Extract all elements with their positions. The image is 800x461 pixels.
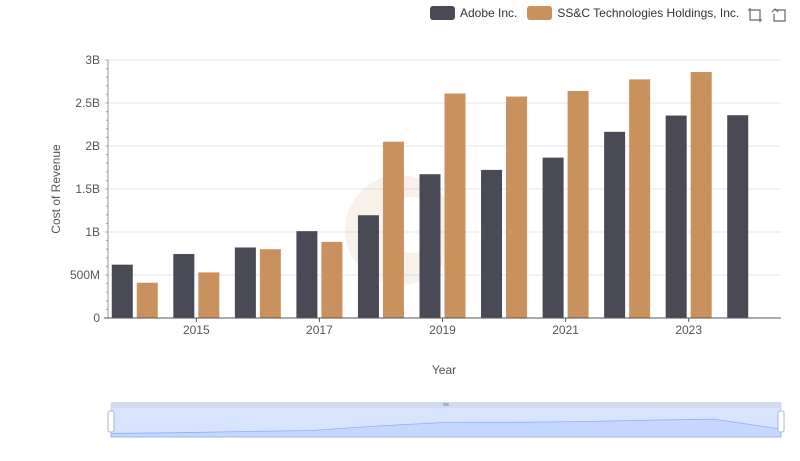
y-tick-label: 500M (70, 268, 100, 282)
bar-ssc-2022[interactable] (629, 79, 651, 318)
x-axis-title: Year (432, 363, 456, 377)
bar-adobe-2020[interactable] (481, 169, 503, 318)
bar-adobe-2017[interactable] (296, 231, 318, 318)
y-tick-label: 0 (93, 311, 100, 325)
y-tick-label: 3B (85, 53, 100, 67)
y-tick-label: 1B (85, 225, 100, 239)
bar-ssc-2023[interactable] (690, 72, 712, 318)
bar-ssc-2019[interactable] (444, 93, 466, 318)
bar-adobe-2014[interactable] (111, 264, 133, 318)
axes-group: 0 500M 1B 1.5B 2B 2.5B 3B 2015 2017 2019 2021 2023 (70, 53, 781, 337)
legend-swatch-ssc (527, 6, 553, 20)
zoom-icon[interactable] (747, 7, 763, 23)
legend-item-ssc[interactable]: SS&C Technologies Holdings, Inc. (527, 6, 739, 20)
legend-item-adobe[interactable]: Adobe Inc. (430, 6, 517, 20)
bar-adobe-2015[interactable] (173, 254, 195, 318)
datazoom-right-handle[interactable] (777, 410, 785, 433)
datazoom-move-handle[interactable] (443, 403, 449, 406)
bar-ssc-2017[interactable] (321, 241, 343, 318)
datazoom-selection[interactable] (111, 403, 781, 437)
datazoom-slider[interactable] (107, 402, 785, 438)
bar-adobe-2024[interactable] (727, 115, 749, 318)
chart-toolbox (747, 7, 787, 23)
bar-ssc-2015[interactable] (198, 272, 220, 318)
x-tick-label: 2021 (552, 323, 579, 337)
bars-group (111, 72, 749, 319)
x-tick-label: 2017 (306, 323, 333, 337)
bar-adobe-2016[interactable] (234, 247, 256, 318)
bar-adobe-2023[interactable] (665, 115, 687, 318)
bar-adobe-2019[interactable] (419, 174, 441, 318)
chart-legend: Adobe Inc. SS&C Technologies Holdings, I… (430, 4, 749, 22)
bar-ssc-2021[interactable] (567, 90, 589, 319)
bar-adobe-2018[interactable] (357, 215, 379, 318)
bar-ssc-2016[interactable] (259, 249, 281, 318)
legend-swatch-adobe (430, 6, 455, 20)
bar-adobe-2022[interactable] (604, 131, 626, 318)
bar-ssc-2020[interactable] (506, 96, 528, 318)
bar-adobe-2021[interactable] (542, 157, 564, 318)
x-tick-label: 2019 (429, 323, 456, 337)
y-tick-label: 2.5B (75, 96, 100, 110)
legend-label-adobe: Adobe Inc. (460, 6, 518, 20)
y-tick-label: 1.5B (75, 182, 100, 196)
datazoom-series-preview (110, 418, 782, 438)
datazoom-left-handle[interactable] (107, 410, 115, 433)
x-tick-label: 2023 (675, 323, 702, 337)
legend-label-ssc: SS&C Technologies Holdings, Inc. (557, 6, 740, 20)
restore-icon[interactable] (771, 7, 787, 23)
y-axis-title: Cost of Revenue (49, 144, 63, 234)
bar-ssc-2014[interactable] (136, 282, 158, 318)
bar-ssc-2018[interactable] (382, 141, 404, 318)
x-tick-label: 2015 (183, 323, 210, 337)
y-tick-label: 2B (85, 139, 100, 153)
